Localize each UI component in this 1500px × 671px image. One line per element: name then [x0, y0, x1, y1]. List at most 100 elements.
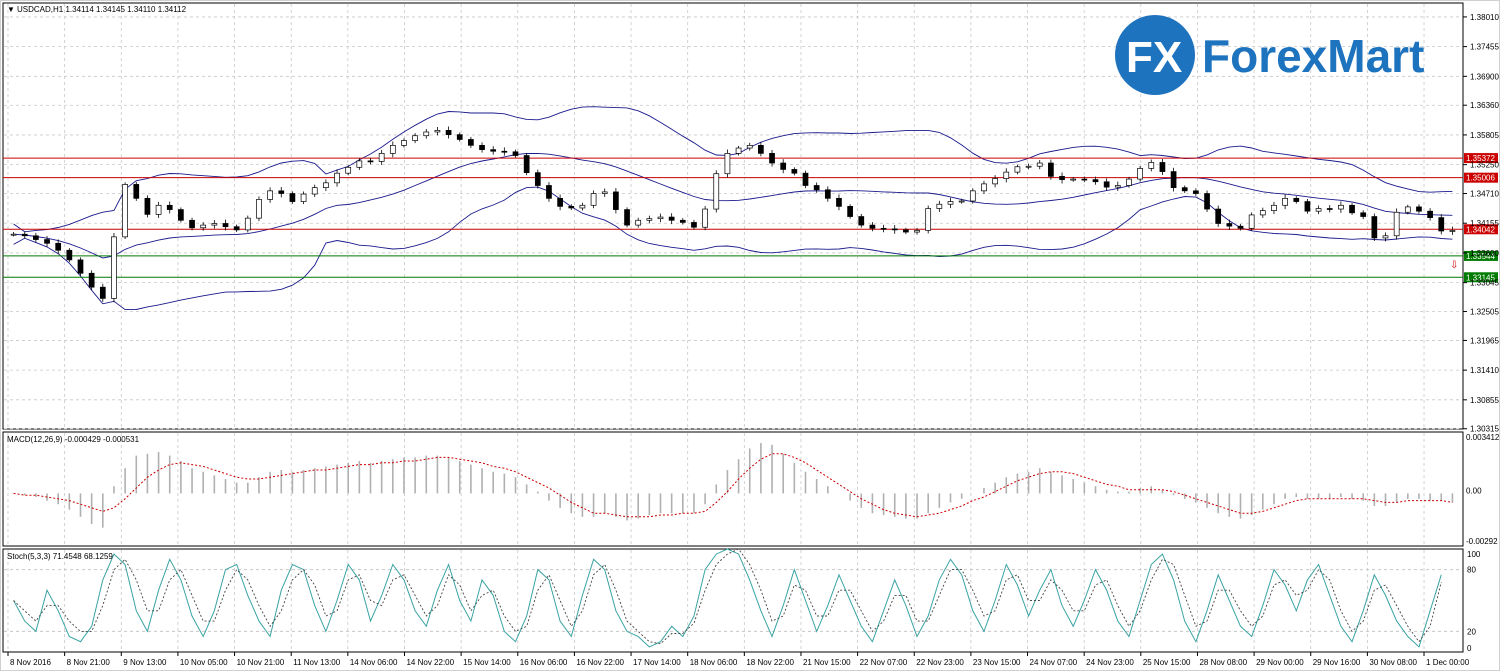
candle-body — [300, 193, 307, 202]
stoch-signal-path — [13, 548, 1442, 645]
time-tick-label: 10 Nov 05:00 — [180, 658, 228, 667]
candle-body — [1003, 171, 1010, 179]
price-tick-label: 1.30315 — [1470, 425, 1499, 434]
bollinger-upper — [13, 106, 1453, 233]
logo-brand: ForexMart — [1202, 30, 1424, 82]
candle-body — [914, 230, 920, 233]
main-header: ▼ USDCAD,H1 1.34114 1.34145 1.34110 1.34… — [7, 5, 187, 14]
time-axis: 8 Nov 2016 8 Nov 21:00 9 Nov 13:00 10 Nov 0… — [7, 652, 1470, 667]
candle-body — [746, 145, 753, 149]
time-tick-label: 10 Nov 21:00 — [237, 658, 285, 667]
time-tick-label: 18 Nov 06:00 — [690, 658, 738, 667]
candle-body — [55, 242, 62, 251]
candle-body — [490, 149, 497, 152]
candle-body — [1215, 208, 1222, 224]
candle-body — [1170, 171, 1177, 188]
candle-body — [1438, 217, 1445, 232]
logo-mark: FX — [1126, 33, 1182, 82]
candle-body — [1349, 204, 1355, 214]
candle-body — [1293, 197, 1300, 202]
macd-pane[interactable]: 0.003412 0.00 -0.00292 MACD(12,26,9) -0.00… — [2, 431, 1500, 547]
time-tick-label: 24 Nov 23:00 — [1086, 658, 1134, 667]
macd-pane-border — [2, 431, 1464, 547]
candle-body — [1248, 214, 1255, 229]
time-tick-label: 17 Nov 14:00 — [633, 658, 681, 667]
stoch-pane[interactable]: 100 80 20 0 Stoch(5,3,3) 71.4548 68.1259 — [2, 548, 1481, 653]
candle-body — [969, 190, 976, 202]
candle-body — [155, 204, 162, 215]
candle-body — [679, 219, 686, 223]
candle-body — [947, 201, 954, 205]
price-tick-label: 1.34155 — [1470, 219, 1499, 228]
candle-body — [880, 227, 887, 230]
macd-label: MACD(12,26,9) -0.000429 -0.000531 — [7, 435, 140, 444]
candle-body — [1404, 206, 1411, 213]
time-tick-label: 29 Nov 16:00 — [1313, 658, 1361, 667]
candle-body — [1226, 223, 1233, 227]
candle-body — [133, 184, 140, 199]
stoch-axis: 100 80 20 0 — [1467, 550, 1481, 653]
candle-body — [77, 259, 84, 274]
macd-histogram — [23, 443, 1454, 528]
candle-body — [735, 147, 742, 154]
candle-body — [434, 130, 441, 133]
candle-body — [635, 219, 642, 226]
candle-body — [702, 208, 708, 228]
time-tick-label: 16 Nov 22:00 — [576, 658, 624, 667]
candle-body — [189, 219, 195, 229]
price-tick-label: 1.31965 — [1470, 336, 1499, 345]
candle-body — [546, 185, 552, 199]
time-tick-label: 21 Nov 15:00 — [803, 658, 851, 667]
candle-body — [166, 204, 173, 210]
price-tick-label: 1.36900 — [1470, 72, 1499, 81]
time-tick-label: 22 Nov 07:00 — [860, 658, 908, 667]
time-tick-label: 8 Nov 2016 — [10, 658, 51, 667]
candle-body — [958, 200, 965, 203]
price-tick-label: 1.35805 — [1470, 131, 1499, 140]
candle-body — [1416, 206, 1422, 212]
candle-body — [869, 224, 876, 229]
candle-body — [1304, 201, 1311, 212]
bollinger-lower — [13, 186, 1453, 311]
stoch-pane-border — [2, 548, 1464, 653]
main-pane[interactable]: 1.35372 1.35006 1.34042 1.33544 1.33145 1.38… — [2, 2, 1499, 434]
candle-body — [1360, 212, 1367, 217]
candle-body — [624, 209, 630, 226]
candle-body — [1036, 162, 1043, 167]
time-tick-label: 18 Nov 22:00 — [746, 658, 794, 667]
candle-body — [1271, 204, 1277, 211]
candle-body — [256, 199, 262, 219]
candle-body — [1204, 193, 1210, 210]
stoch-tick-label: 100 — [1467, 550, 1481, 559]
candle-body — [813, 185, 820, 191]
candle-body — [713, 173, 720, 210]
candle-body — [88, 272, 95, 288]
candle-body — [534, 172, 541, 186]
candle-body — [1427, 210, 1433, 218]
macd-tick-label: -0.00292 — [1466, 537, 1498, 546]
time-tick-label: 14 Nov 22:00 — [406, 658, 454, 667]
candle-body — [289, 193, 296, 202]
stoch-tick-label: 20 — [1467, 627, 1476, 636]
candle-body — [523, 155, 530, 174]
collapse-arrow-icon[interactable]: ▼ — [7, 5, 15, 14]
candle-body — [724, 153, 731, 175]
stoch-grid — [4, 550, 1462, 651]
candle-body — [200, 224, 207, 229]
candle-body — [981, 183, 987, 192]
candle-body — [1393, 211, 1400, 237]
candle-body — [1338, 204, 1344, 210]
stoch-main-path — [13, 548, 1442, 648]
candle-body — [323, 182, 329, 188]
candle-body — [925, 208, 932, 231]
candle-body — [468, 139, 474, 146]
candle-body — [802, 172, 809, 186]
candle-body — [512, 151, 519, 156]
candle-body — [211, 223, 218, 226]
candle-body — [657, 216, 664, 220]
candle-body — [1070, 178, 1077, 181]
candle-body — [579, 204, 586, 209]
candle-body — [903, 229, 909, 233]
candle-body — [1103, 181, 1110, 188]
